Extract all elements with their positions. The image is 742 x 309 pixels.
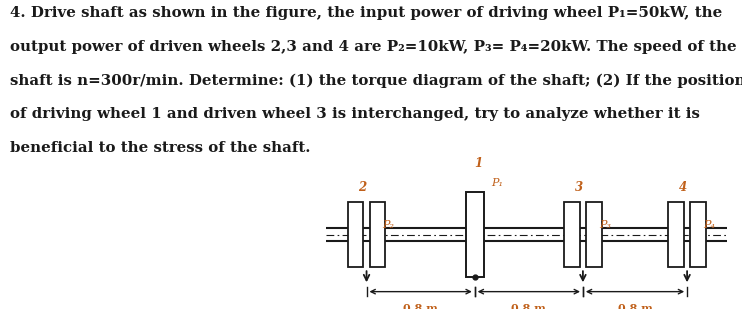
Text: 0.8 m: 0.8 m (511, 303, 546, 309)
Text: 3: 3 (575, 181, 583, 194)
Text: P₁: P₁ (490, 178, 503, 188)
Text: P₃: P₃ (599, 220, 611, 231)
Text: P₂: P₂ (383, 220, 395, 231)
Text: 2: 2 (358, 181, 367, 194)
Bar (370, 202, 385, 267)
Bar (564, 202, 580, 267)
Text: beneficial to the stress of the shaft.: beneficial to the stress of the shaft. (10, 141, 310, 155)
Bar (466, 192, 484, 277)
Text: 4: 4 (679, 181, 687, 194)
Bar (348, 202, 363, 267)
Bar (669, 202, 683, 267)
Text: 0.8 m: 0.8 m (403, 303, 438, 309)
Text: P₄: P₄ (703, 220, 715, 231)
Text: 1: 1 (475, 157, 483, 170)
Text: shaft is n=300r/min. Determine: (1) the torque diagram of the shaft; (2) If the : shaft is n=300r/min. Determine: (1) the … (10, 74, 742, 88)
Text: of driving wheel 1 and driven wheel 3 is interchanged, try to analyze whether it: of driving wheel 1 and driven wheel 3 is… (10, 108, 700, 121)
Text: 4. Drive shaft as shown in the figure, the input power of driving wheel P₁=50kW,: 4. Drive shaft as shown in the figure, t… (10, 6, 722, 20)
Bar (586, 202, 602, 267)
Text: 0.8 m: 0.8 m (617, 303, 652, 309)
Bar (691, 202, 706, 267)
Text: output power of driven wheels 2,3 and 4 are P₂=10kW, P₃= P₄=20kW. The speed of t: output power of driven wheels 2,3 and 4 … (10, 40, 736, 54)
